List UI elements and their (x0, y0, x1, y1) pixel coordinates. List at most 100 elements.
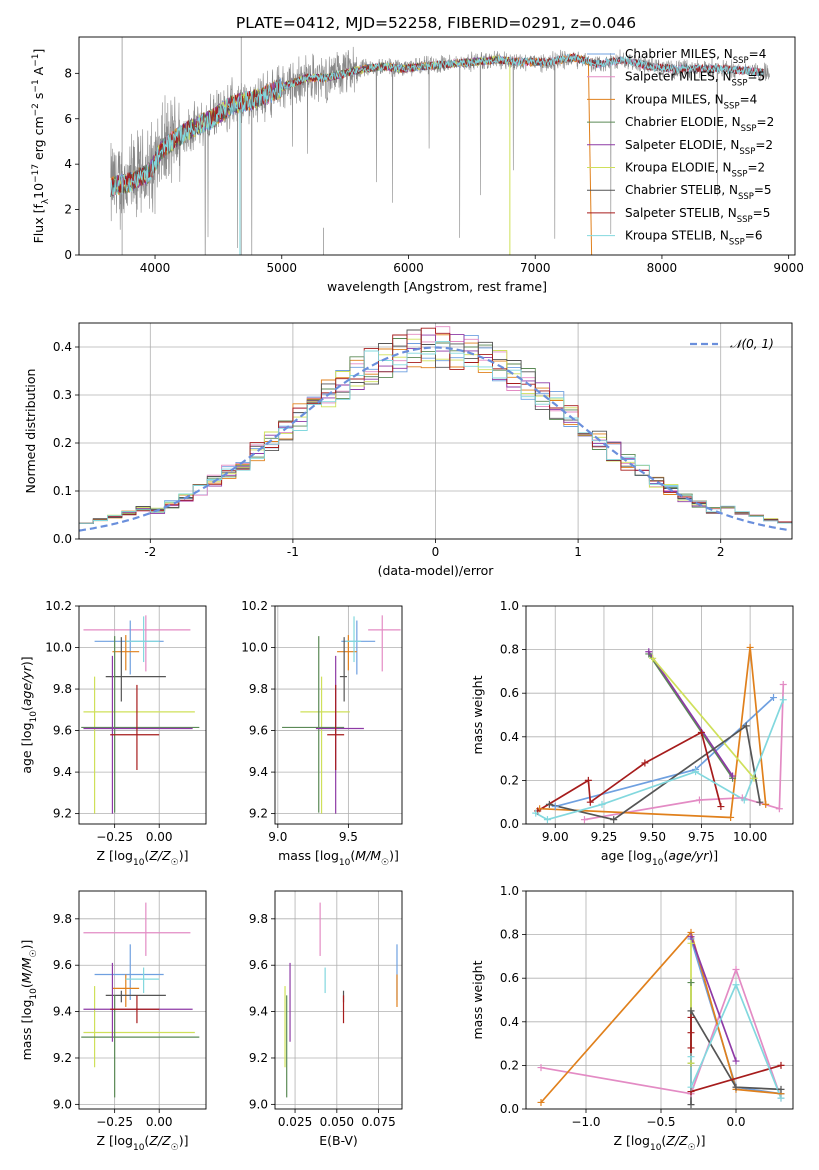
mass-vs-Z-ytick-label: 9.2 (53, 1051, 72, 1065)
mass-vs-ebv-panel: 0.025 0.050 0.075 9.0 9.2 9.4 9.6 9.8 E(B-V) (249, 890, 403, 1148)
weight-point-marker (727, 813, 735, 821)
residuals-xtick-label: -2 (144, 545, 156, 559)
age-vs-Z-plot-area (81, 615, 200, 814)
weight-series-line (535, 699, 785, 821)
age-vs-Z-ytick-label: 9.4 (53, 765, 72, 779)
spectrum-drop-line (587, 64, 593, 255)
spectrum-xtick-label: 9000 (773, 261, 804, 275)
mass-vs-ebv-xtick-label: 0.050 (320, 1115, 354, 1129)
weight-point-marker (687, 1083, 695, 1091)
weight-point-marker (687, 979, 695, 987)
legend-label: 𝒩(0, 1) (730, 337, 774, 351)
mass-weight-vs-age-xtick-label: 9.25 (591, 830, 618, 844)
weight-point-marker (641, 759, 649, 767)
residuals-xtick-label: 2 (717, 545, 725, 559)
weight-series-line (652, 657, 755, 779)
figure-title: PLATE=0412, MJD=52258, FIBERID=0291, z=0… (236, 14, 636, 32)
mass-weight-vs-age-ytick-label: 0.2 (500, 773, 519, 787)
mass-weight-vs-age-ytick-label: 0.4 (500, 730, 519, 744)
spectrum-ytick-label: 6 (64, 112, 72, 126)
spectrum-model-line (110, 53, 764, 197)
legend-label: Salpeter ELODIE, NSSP=2 (625, 138, 773, 157)
age-vs-Z-ylabel: age [log10(age/yr)] (19, 656, 39, 773)
weight-point-marker (687, 939, 695, 947)
weight-point-marker (537, 1064, 545, 1072)
spectrum-ytick-label: 8 (64, 66, 72, 80)
mass-vs-Z-ytick-label: 9.6 (53, 958, 72, 972)
weight-point-marker (740, 796, 748, 804)
mass-vs-Z-frame (78, 890, 207, 1110)
mass-vs-Z-panel: −0.25 0.00 9.0 9.2 9.4 9.6 9.8 Z [log10(Z/Z☉)] m… (19, 890, 207, 1153)
mass-vs-Z-ytick-label: 9.8 (53, 912, 72, 926)
mass-weight-vs-age-frame (525, 605, 794, 825)
weight-series-line (549, 725, 761, 821)
residuals-ytick-label: 0.0 (53, 532, 72, 546)
weight-series-line (540, 968, 782, 1099)
age-vs-Z-frame (78, 605, 207, 825)
residuals-ytick-label: 0.1 (53, 484, 72, 498)
weight-series-line (648, 653, 734, 779)
mass-weight-vs-Z-xtick-label: −0.5 (646, 1115, 675, 1129)
weight-point-marker (779, 696, 787, 704)
age-vs-Z-ytick-label: 10.2 (45, 599, 72, 613)
weight-point-marker (695, 796, 703, 804)
residuals-panel: -2 -1 0 1 2 0.0 0.1 0.2 0.3 0.4 𝒩(0, 1) (data-model… (23, 322, 793, 578)
mass-vs-Z-ytick-label: 9.4 (53, 1005, 72, 1019)
mass-vs-ebv-frame (274, 890, 403, 1110)
age-vs-Z-ytick-label: 9.2 (53, 807, 72, 821)
age-vs-mass-panel: 9.0 9.5 9.2 9.4 9.6 9.8 10.0 10.2 mass [log10(M/… (241, 599, 403, 868)
weight-point-marker (545, 800, 553, 808)
spectrum-ytick-label: 4 (64, 157, 72, 171)
weight-point-marker (687, 1029, 695, 1037)
weight-point-marker (717, 803, 725, 811)
age-vs-mass-ytick-label: 9.8 (249, 682, 268, 696)
weight-point-marker (762, 800, 770, 808)
age-vs-mass-ytick-label: 9.2 (249, 807, 268, 821)
residuals-ytick-label: 0.3 (53, 388, 72, 402)
mass-weight-vs-Z-ytick-label: 0.4 (500, 1015, 519, 1029)
mass-weight-vs-Z-frame (525, 890, 794, 1110)
spectrum-plot-area (110, 37, 770, 255)
residuals-xtick-label: -1 (287, 545, 299, 559)
weight-point-marker (598, 800, 606, 808)
age-vs-mass-xlabel: mass [log10(M/M☉)] (278, 848, 399, 868)
weight-point-marker (779, 680, 787, 688)
weight-point-marker (777, 1085, 785, 1093)
mass-vs-Z-xtick-label: −0.25 (96, 1115, 133, 1129)
weight-point-marker (729, 772, 737, 780)
age-vs-mass-ytick-label: 9.6 (249, 724, 268, 738)
mass-vs-ebv-xlabel: E(B-V) (319, 1133, 358, 1148)
mass-vs-ebv-ytick-label: 9.6 (249, 958, 268, 972)
spectrum-xtick-label: 5000 (266, 261, 297, 275)
mass-vs-ebv-ytick-label: 9.4 (249, 1005, 268, 1019)
mass-weight-vs-Z-ytick-label: 0.6 (500, 971, 519, 985)
weight-point-marker (586, 798, 594, 806)
mass-vs-Z-ylabel: mass [log10(M/M☉)] (19, 940, 39, 1061)
weight-point-marker (687, 1013, 695, 1021)
age-vs-Z-ytick-label: 10.0 (45, 641, 72, 655)
mass-weight-vs-Z-ylabel: mass weight (470, 960, 485, 1039)
spectrum-panel: 4000 5000 6000 7000 8000 9000 0 2 4 6 8 Chabrier MI… (31, 36, 804, 294)
mass-vs-ebv-plot-area (284, 902, 398, 1098)
mass-weight-vs-Z-xlabel: Z [log10(Z/Z☉)] (614, 1133, 706, 1153)
residuals-ytick-label: 0.4 (53, 340, 72, 354)
legend-label: Salpeter STELIB, NSSP=5 (625, 206, 770, 225)
legend-label: Chabrier ELODIE, NSSP=2 (625, 115, 774, 134)
weight-point-marker (777, 1061, 785, 1069)
mass-weight-vs-age-ytick-label: 1.0 (500, 599, 519, 613)
weight-series-line (540, 931, 782, 1104)
mass-weight-vs-age-ytick-label: 0.6 (500, 686, 519, 700)
residuals-ytick-label: 0.2 (53, 436, 72, 450)
weight-point-marker (537, 1098, 545, 1106)
legend-label: Kroupa ELODIE, NSSP=2 (625, 161, 765, 180)
weight-point-marker (732, 981, 740, 989)
age-vs-mass-ytick-label: 10.2 (241, 599, 268, 613)
weight-point-marker (687, 1059, 695, 1067)
mass-weight-vs-Z-panel: −1.0 −0.5 0.0 0.0 0.2 0.4 0.6 0.8 1.0 Z [log10(Z/… (470, 884, 794, 1153)
mass-weight-vs-Z-xtick-label: 0.0 (726, 1115, 745, 1129)
weight-series-line (539, 646, 767, 819)
mass-weight-vs-Z-ytick-label: 0.2 (500, 1058, 519, 1072)
mass-vs-ebv-xtick-label: 0.025 (278, 1115, 312, 1129)
spectrum-ytick-label: 2 (64, 203, 72, 217)
